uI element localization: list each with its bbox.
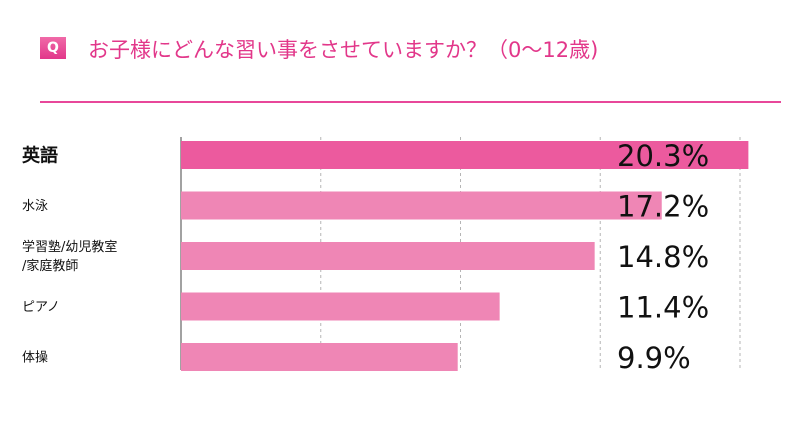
value-label: 17.2% xyxy=(617,190,709,224)
bar xyxy=(181,343,458,371)
value-label: 11.4% xyxy=(617,291,709,325)
question-title: お子様にどんな習い事をさせていますか？（0〜12歳) xyxy=(88,38,599,62)
bar xyxy=(181,191,662,220)
value-label: 20.3% xyxy=(617,139,709,173)
category-label: 英語 xyxy=(21,144,58,166)
category-label: 水泳 xyxy=(22,199,48,214)
value-label: 9.9% xyxy=(617,341,691,375)
category-label: 学習塾/幼児教室 xyxy=(22,239,117,255)
bar xyxy=(181,141,749,169)
title-divider xyxy=(40,101,781,103)
category-label: ピアノ xyxy=(22,300,60,315)
category-label: 体操 xyxy=(22,350,48,366)
value-label: 14.8% xyxy=(617,240,709,274)
question-badge: Q xyxy=(40,37,66,59)
category-label: /家庭教師 xyxy=(22,258,78,274)
bar xyxy=(181,242,595,270)
bar xyxy=(181,292,500,321)
